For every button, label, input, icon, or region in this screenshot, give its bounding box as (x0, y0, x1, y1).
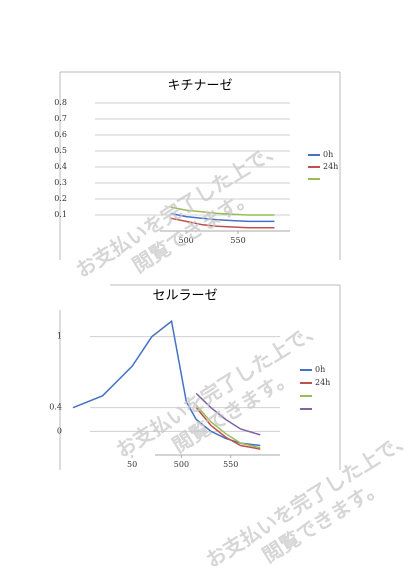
y-tick-label: 1 (57, 332, 62, 341)
series-line (170, 217, 275, 229)
series-line (170, 206, 275, 216)
y-tick-label: 0.4 (49, 403, 62, 412)
y-tick-label: 0.1 (54, 210, 67, 219)
x-tick-label: 500 (174, 460, 189, 469)
watermark: お支払いを完了した上で、閲覧できます。 (111, 315, 327, 462)
x-tick-label: 550 (230, 236, 245, 245)
y-tick-label: 0.3 (54, 178, 67, 187)
legend-label: 24h (323, 162, 338, 171)
y-tick-label: 0.8 (54, 98, 67, 107)
y-tick-label: 0.2 (54, 194, 67, 203)
x-tick-label: 50 (127, 460, 137, 469)
legend-label: 0h (323, 150, 333, 159)
series-line (195, 392, 261, 436)
chart-title: セルラーゼ (152, 289, 217, 304)
y-tick-label: 0.7 (54, 114, 67, 123)
y-tick-label: 0 (57, 426, 62, 435)
chart-title: キチナーゼ (167, 79, 232, 94)
watermark: お支払いを完了した上で、閲覧できます。 (71, 135, 287, 282)
series-line (170, 212, 275, 223)
x-tick-label: 550 (223, 460, 238, 469)
watermark-text: お支払いを完了した上で、 (71, 135, 287, 282)
y-tick-label: 0.4 (54, 162, 67, 171)
series-line (195, 407, 261, 450)
legend-label: 24h (315, 378, 330, 387)
y-tick-label: 0.5 (54, 146, 67, 155)
legend-label: 0h (315, 365, 325, 374)
x-tick-label: 500 (178, 236, 193, 245)
watermark: お支払いを完了した上で、閲覧できます。 (201, 425, 410, 572)
watermark-text: お支払いを完了した上で、 (111, 315, 327, 462)
series-line (195, 404, 261, 449)
y-tick-label: 0.6 (54, 130, 67, 139)
